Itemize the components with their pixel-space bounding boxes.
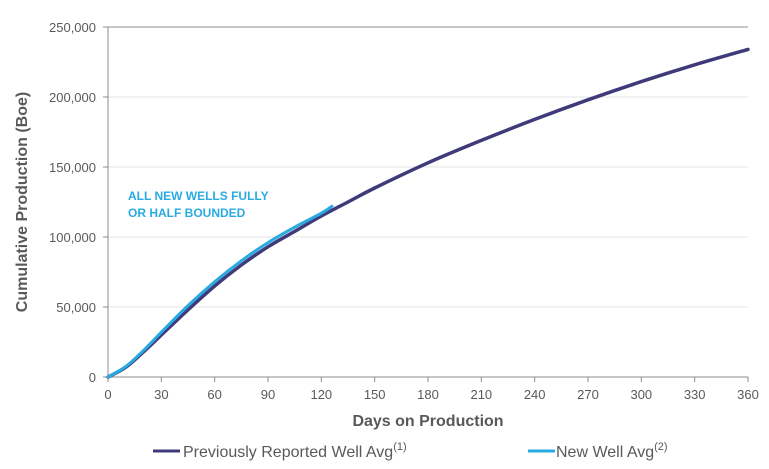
x-tick-label: 30 [154, 387, 168, 402]
y-tick-label: 250,000 [49, 20, 96, 35]
x-tick-label: 330 [684, 387, 706, 402]
series-line-new-well [106, 204, 334, 379]
x-tick-label: 180 [417, 387, 439, 402]
legend-item-new-well: New Well Avg(2) [528, 441, 668, 461]
y-tick-labels: 0 50,000 100,000 150,000 200,000 250,000 [49, 20, 108, 385]
x-tick-label: 120 [310, 387, 332, 402]
annotation-line-2: OR HALF BOUNDED [128, 206, 246, 220]
legend-note-2: (2) [654, 441, 667, 453]
legend-item-previously-reported: Previously Reported Well Avg(1) [153, 441, 407, 461]
x-tick-label: 150 [364, 387, 386, 402]
legend-label-new-well-text: New Well Avg [556, 444, 654, 461]
legend-label-previously-reported: Previously Reported Well Avg(1) [183, 441, 407, 461]
gridlines [108, 26, 748, 308]
legend-label-new-well: New Well Avg(2) [556, 441, 668, 461]
legend-label-previously-reported-text: Previously Reported Well Avg [183, 444, 393, 461]
y-tick-label: 50,000 [56, 300, 96, 315]
y-tick-label: 100,000 [49, 230, 96, 245]
series-line-previously-reported [106, 47, 750, 379]
y-tick-label: 0 [89, 370, 96, 385]
legend: Previously Reported Well Avg(1) New Well… [153, 441, 668, 461]
x-tick-label: 0 [104, 387, 111, 402]
x-tick-label: 300 [630, 387, 652, 402]
legend-note-1: (1) [393, 441, 406, 453]
x-tick-label: 60 [207, 387, 221, 402]
y-tick-label: 150,000 [49, 160, 96, 175]
x-tick-label: 90 [261, 387, 275, 402]
x-tick-labels: 0 30 60 90 120 150 180 210 240 270 300 330 360 [104, 377, 759, 402]
annotation-line-1: ALL NEW WELLS FULLY [128, 189, 269, 203]
x-tick-label: 360 [737, 387, 759, 402]
chart-annotation: ALL NEW WELLS FULLY OR HALF BOUNDED [128, 189, 269, 220]
y-tick-label: 200,000 [49, 90, 96, 105]
x-tick-label: 210 [470, 387, 492, 402]
x-tick-label: 270 [577, 387, 599, 402]
x-axis-title: Days on Production [352, 413, 503, 430]
y-axis-title: Cumulative Production (Boe) [14, 92, 31, 312]
plot-background [108, 27, 748, 377]
x-tick-label: 240 [524, 387, 546, 402]
series-layer [106, 47, 750, 379]
